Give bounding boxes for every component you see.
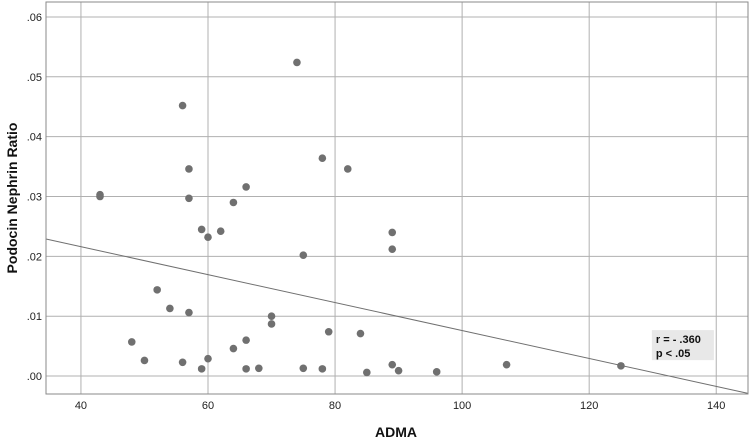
data-point [229,344,238,353]
data-point [153,286,161,294]
x-tick-label: 40 [75,400,87,412]
data-point [185,165,193,173]
y-tick-label: .04 [27,132,42,144]
x-tick-label: 80 [329,400,341,412]
data-point [432,368,441,376]
y-tick-label: .03 [27,192,42,204]
regression-line [45,238,749,394]
plot-frame [45,1,749,395]
data-point [204,354,212,363]
data-point [178,358,187,367]
data-point [127,338,136,346]
data-point [185,308,193,317]
y-tick-label: .00 [27,371,42,383]
tick-labels: 40 60 80 100 120 140 .00 .01 .02 .03 .04 .05 .06 [27,12,726,412]
data-point [242,336,250,344]
annotation-r-value: r = - .360 [656,334,701,346]
annotation-p-value: p < .05 [656,348,691,360]
data-point [216,227,225,236]
data-point [242,365,250,373]
data-point [293,58,301,67]
x-axis-title: ADMA [375,424,417,439]
y-tick-label: .05 [27,72,42,84]
data-point [299,251,308,259]
data-point [343,165,352,173]
data-point [96,192,104,201]
data-point [204,233,212,241]
data-point [185,194,193,203]
data-point [140,356,149,365]
y-axis-title: Podocin Nephrin Ratio [4,123,20,274]
data-point [617,362,625,370]
data-point [229,198,238,207]
data-point [299,364,308,373]
data-point [318,365,327,373]
data-point [388,360,397,369]
data-point [166,304,174,313]
x-tick-label: 60 [202,400,214,412]
data-point [356,329,365,338]
data-point [197,365,206,373]
data-point [197,225,206,234]
annotation-background [651,330,714,361]
y-tick-label: .01 [27,311,42,323]
data-point [394,366,403,375]
data-point [363,368,371,377]
data-point [267,312,276,320]
data-point [242,183,250,191]
data-point [324,327,333,336]
data-point [178,101,187,110]
data-point [318,154,327,163]
y-tick-label: .06 [27,12,42,24]
data-point [388,228,397,237]
correlation-annotation: r = - .360 p < .05 [651,330,714,361]
x-tick-label: 100 [453,400,471,412]
data-point [255,364,263,373]
x-tick-label: 140 [707,400,725,412]
data-point [267,320,276,328]
data-point [502,360,511,369]
y-tick-label: .02 [27,251,42,263]
gridlines [46,2,748,394]
data-point [388,245,397,253]
data-points [96,58,625,377]
x-tick-label: 120 [580,400,598,412]
